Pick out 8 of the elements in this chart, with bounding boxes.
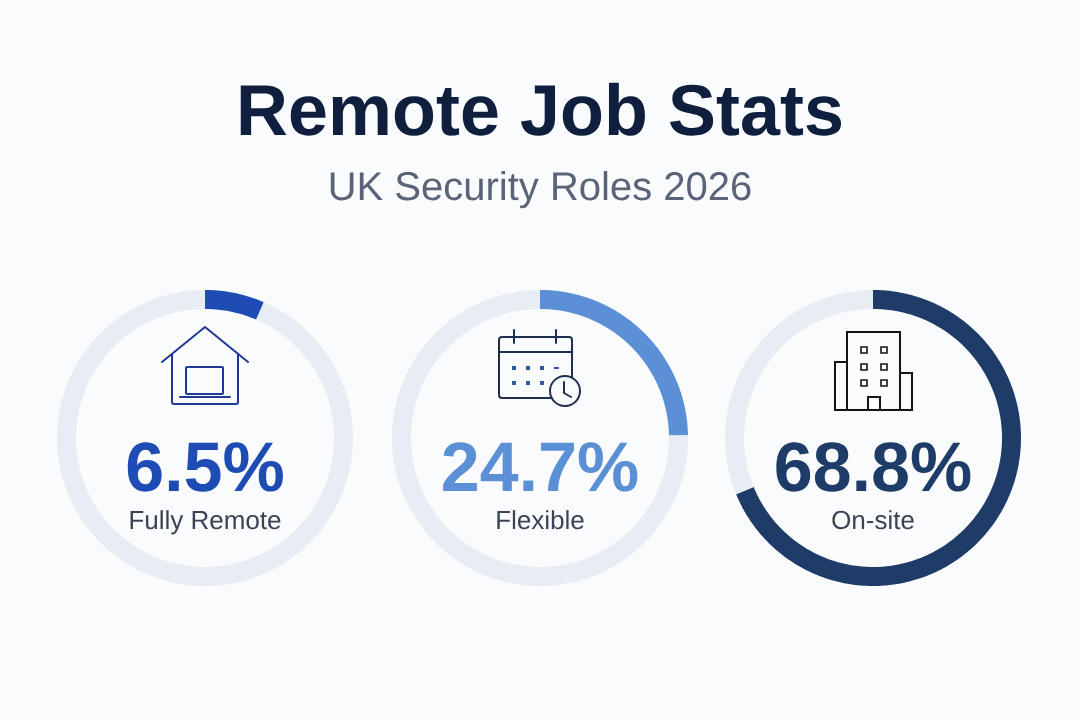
text: 6.5% bbox=[127, 442, 283, 492]
text: UK Security Roles 2026 bbox=[330, 171, 751, 209]
text: Flexible bbox=[497, 510, 584, 530]
text: Remote Job Stats bbox=[240, 82, 842, 136]
text: Fully Remote bbox=[130, 510, 281, 535]
text: 68.8% bbox=[776, 442, 971, 492]
text: 24.7% bbox=[443, 442, 638, 492]
text: On-site bbox=[832, 510, 914, 530]
